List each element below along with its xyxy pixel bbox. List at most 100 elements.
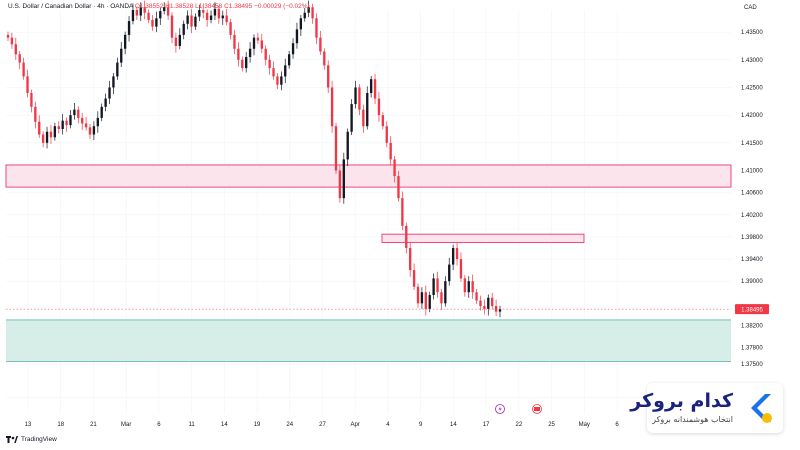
candle-body (393, 159, 396, 177)
candle-body (104, 98, 107, 107)
candle-body (225, 15, 228, 23)
candle-body (241, 59, 244, 69)
candle-body (362, 109, 365, 127)
price-label: 1.38200 (741, 323, 763, 329)
broker-title: کدام بروکر (630, 390, 733, 412)
candle-body (451, 247, 455, 265)
candle-body (307, 7, 310, 13)
candlestick-series (6, 0, 502, 318)
us-flag-icon (534, 407, 540, 411)
time-label: 6 (615, 422, 619, 428)
candle-body (295, 29, 299, 44)
candle-body (108, 87, 111, 99)
price-label: 1.39000 (741, 279, 763, 285)
candle-body (405, 225, 408, 248)
candle-body (416, 286, 420, 304)
time-label: 21 (90, 422, 97, 428)
time-label: 14 (221, 422, 228, 428)
candle-body (303, 12, 306, 19)
candle-body (41, 134, 45, 143)
candle-body (198, 10, 201, 17)
candle-body (233, 34, 236, 49)
candle-body (6, 34, 10, 38)
chart-zones (5, 164, 732, 362)
candle-body (467, 281, 470, 293)
candle-body (377, 98, 381, 116)
candle-body (18, 54, 21, 63)
candle-body (315, 18, 318, 38)
support-zone (6, 319, 731, 362)
candle-body (57, 126, 60, 129)
candle-body (366, 93, 369, 127)
broker-logo: کدام بروکر انتخاب هوشمندانه بروکر (630, 383, 783, 433)
candle-body (135, 10, 139, 16)
time-label: 6 (157, 422, 161, 428)
candle-body (65, 120, 68, 126)
candle-body (346, 131, 349, 160)
currency-label[interactable]: CAD (744, 5, 757, 11)
time-label: May (579, 422, 590, 428)
candle-body (88, 127, 92, 135)
price-axis: 1.43500 1.43000 1.42500 1.42000 1.41500 1.410… (741, 30, 763, 401)
candle-body (491, 297, 494, 307)
symbol-name[interactable]: U.S. Dollar / Canadian Dollar · 4h · OAN… (8, 3, 133, 10)
candle-body (284, 65, 287, 77)
candle-body (178, 34, 181, 46)
candle-body (139, 7, 142, 16)
candle-body (463, 278, 467, 293)
candle-body (260, 40, 263, 49)
candle-body (319, 37, 322, 52)
candle-body (287, 54, 291, 66)
time-label: 22 (515, 422, 522, 428)
candle-body (49, 131, 53, 138)
price-label: 1.42500 (741, 85, 763, 91)
candle-body (143, 7, 146, 13)
ohlc-values: O1.38552 H1.38528 L1.38458 C1.38495 −0.0… (134, 3, 310, 10)
candle-body (10, 37, 14, 45)
candle-body (334, 126, 338, 171)
candle-body (100, 106, 103, 118)
price-label: 1.37800 (741, 346, 763, 352)
candle-body (397, 176, 400, 199)
candle-body (26, 76, 29, 94)
candle-body (116, 62, 119, 77)
candle-body (264, 48, 267, 60)
price-label: 1.42000 (741, 113, 763, 119)
candle-body (358, 87, 361, 110)
candle-body (323, 51, 326, 66)
candle-body (272, 68, 275, 77)
candle-body (186, 15, 189, 24)
candle-body (428, 295, 431, 309)
symbol-header[interactable]: U.S. Dollar / Canadian Dollar · 4h · OAN… (8, 3, 310, 10)
price-label: 1.41000 (741, 168, 763, 174)
candle-body (444, 281, 447, 304)
candle-body (73, 109, 76, 116)
candle-body (268, 59, 271, 69)
candle-body (209, 15, 213, 20)
time-label: 14 (450, 422, 457, 428)
candle-body (30, 93, 33, 107)
candle-body (237, 48, 240, 60)
candle-body (170, 15, 174, 38)
candle-body (420, 292, 424, 304)
candle-body (330, 87, 334, 127)
candle-body (69, 115, 72, 126)
candle-body (147, 12, 150, 20)
candle-body (182, 23, 185, 35)
candle-body (385, 126, 388, 143)
tradingview-logo-icon (6, 436, 18, 443)
candle-body (350, 104, 353, 132)
candle-body (96, 117, 99, 127)
candle-body (440, 292, 443, 304)
price-label: 1.40600 (741, 191, 763, 197)
candle-body (389, 142, 392, 160)
time-label: 27 (319, 422, 326, 428)
candle-body (151, 19, 154, 27)
time-label: 13 (25, 422, 32, 428)
time-axis-events (495, 404, 542, 414)
candle-body (159, 11, 162, 19)
price-label: 1.39400 (741, 257, 763, 263)
price-label: 1.39800 (741, 235, 763, 241)
tradingview-branding[interactable]: TradingView (6, 436, 57, 443)
